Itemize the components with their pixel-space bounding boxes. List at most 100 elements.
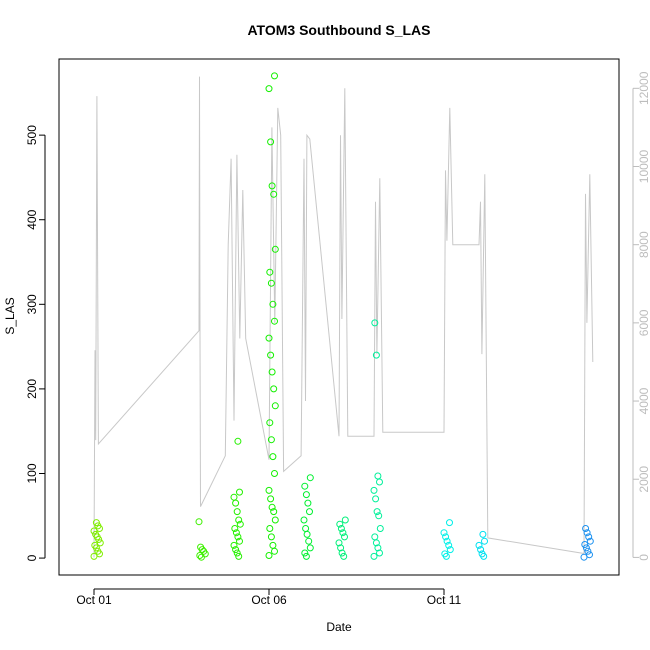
data-point xyxy=(478,550,486,558)
data-point xyxy=(234,533,242,541)
x-tick-label: Oct 11 xyxy=(427,593,462,607)
data-point xyxy=(235,552,243,560)
data-point xyxy=(233,508,241,516)
data-point xyxy=(267,495,275,503)
data-point xyxy=(265,85,273,93)
data-point xyxy=(90,552,98,560)
chart-title: ATOM3 Southbound S_LAS xyxy=(247,22,430,38)
data-point xyxy=(271,402,279,410)
data-point xyxy=(302,491,310,499)
x-tick-label: Oct 06 xyxy=(251,593,287,607)
data-point xyxy=(582,525,590,532)
data-point xyxy=(96,539,104,547)
data-point xyxy=(234,437,242,445)
data-point xyxy=(197,543,205,551)
data-point xyxy=(232,499,240,507)
point-series-layer xyxy=(90,72,594,561)
line-series-layer xyxy=(93,76,594,558)
data-point xyxy=(270,508,278,516)
point-series-2019-10-08 xyxy=(335,516,349,560)
data-point xyxy=(267,351,275,359)
data-point xyxy=(339,529,347,537)
secondary-y-tick-label: 0 xyxy=(637,554,650,561)
data-point xyxy=(374,544,382,552)
data-point xyxy=(375,512,383,520)
y-tick-label: 100 xyxy=(25,463,39,483)
data-point xyxy=(440,529,448,537)
data-point xyxy=(376,525,384,532)
data-point xyxy=(271,317,278,325)
data-point xyxy=(341,533,348,541)
point-series-2019-10-01 xyxy=(90,519,104,560)
y-tick-label: 200 xyxy=(25,379,39,399)
data-point xyxy=(266,268,274,276)
point-series-2019-10-11 xyxy=(440,519,454,560)
data-point xyxy=(442,533,450,541)
data-point xyxy=(92,530,100,538)
data-point xyxy=(337,544,345,552)
data-point xyxy=(371,319,379,327)
data-point xyxy=(265,486,273,494)
data-point xyxy=(586,537,594,545)
data-point xyxy=(266,525,274,532)
secondary-y-tick-label: 10000 xyxy=(637,149,650,183)
data-point xyxy=(586,551,593,559)
data-point xyxy=(267,533,275,541)
data-point xyxy=(235,516,243,524)
data-point xyxy=(445,541,453,549)
point-series-2019-10-15 xyxy=(580,525,594,561)
data-point xyxy=(271,470,278,477)
point-series-2019-10-04 xyxy=(195,518,209,561)
secondary-y-tick-label: 8000 xyxy=(637,231,650,258)
data-point xyxy=(446,546,454,554)
data-point xyxy=(195,518,203,526)
data-point xyxy=(481,537,488,545)
data-point xyxy=(268,368,276,376)
y-tick-label: 500 xyxy=(25,125,39,145)
secondary-y-tick-label: 6000 xyxy=(637,309,650,336)
data-point xyxy=(266,419,274,427)
point-series-2019-10-07 xyxy=(300,474,314,560)
point-series-2019-10-05 xyxy=(230,437,244,560)
point-series-2019-10-12 xyxy=(475,530,488,560)
data-point xyxy=(271,547,278,555)
point-series-2019-10-09 xyxy=(370,319,384,560)
point-series-2019-10-06 xyxy=(265,72,279,559)
data-point xyxy=(301,482,309,490)
data-point xyxy=(306,508,313,516)
data-point xyxy=(268,182,276,190)
data-point xyxy=(269,453,277,461)
data-point xyxy=(230,493,238,501)
x-tick-label: Oct 01 xyxy=(76,593,112,607)
secondary-y-tick-label: 4000 xyxy=(637,387,650,414)
data-point xyxy=(443,537,451,545)
data-point xyxy=(580,553,588,561)
data-point xyxy=(267,436,275,444)
data-point xyxy=(231,525,239,532)
data-point xyxy=(230,541,238,549)
data-point xyxy=(236,537,243,545)
data-point xyxy=(341,516,349,524)
data-point xyxy=(90,527,98,535)
data-point xyxy=(340,552,348,560)
data-point xyxy=(267,138,275,146)
data-point xyxy=(374,472,382,480)
y-tick-label: 300 xyxy=(25,294,39,314)
data-point xyxy=(302,525,310,532)
secondary-line-series xyxy=(93,76,594,558)
data-point xyxy=(583,529,591,537)
data-point xyxy=(233,549,241,557)
data-point xyxy=(306,544,314,552)
data-point xyxy=(236,488,243,496)
data-point xyxy=(376,478,383,486)
y-tick-label: 0 xyxy=(25,554,39,561)
data-point xyxy=(475,541,483,549)
data-point xyxy=(197,553,205,561)
data-point xyxy=(479,530,487,538)
data-point xyxy=(267,279,275,287)
data-point xyxy=(306,474,314,482)
data-point xyxy=(336,520,344,528)
data-point xyxy=(370,486,378,494)
data-point xyxy=(94,522,102,530)
